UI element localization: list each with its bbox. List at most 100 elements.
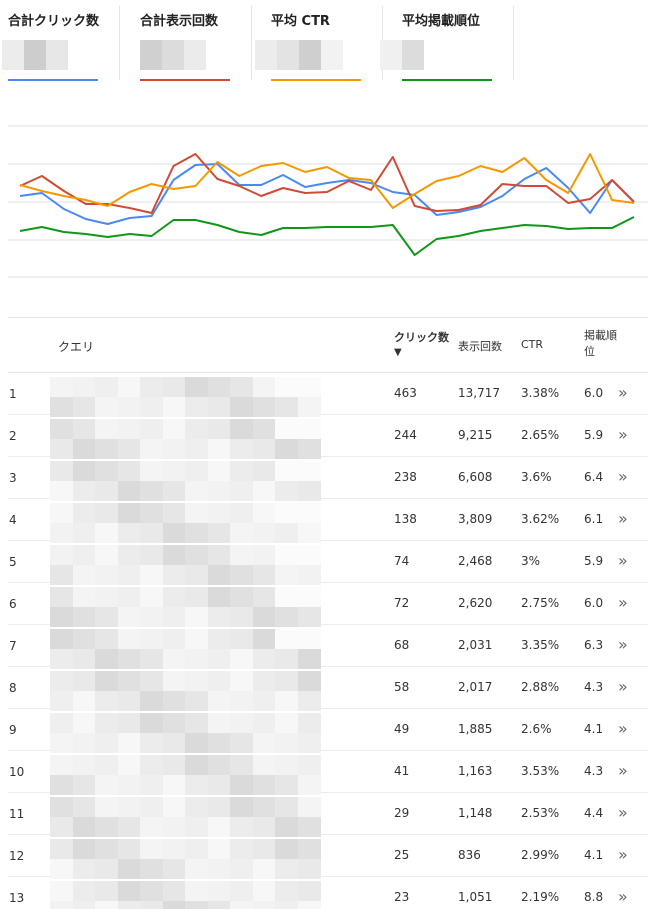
row-clicks: 58 bbox=[394, 680, 410, 694]
metric-card-ctr[interactable]: 平均 CTR bbox=[255, 6, 383, 84]
column-header-clicks[interactable]: クリック数 ▼ bbox=[394, 330, 454, 360]
metric-card-clicks[interactable]: 合計クリック数 bbox=[0, 6, 120, 84]
metric-line-clicks bbox=[8, 79, 98, 81]
row-position: 6.4 bbox=[584, 470, 604, 484]
row-query-redacted bbox=[50, 839, 321, 879]
table-row[interactable]: 13 23 1,051 2.19% 8.8 ›› bbox=[8, 877, 648, 909]
metric-card-position[interactable]: 平均掲載順位 bbox=[380, 6, 514, 84]
row-open-icon[interactable]: ›› bbox=[618, 719, 628, 738]
row-impressions: 1,051 bbox=[458, 890, 493, 904]
row-ctr: 2.19% bbox=[521, 890, 560, 904]
row-position: 4.1 bbox=[584, 848, 604, 862]
row-open-icon[interactable]: ›› bbox=[618, 551, 628, 570]
row-open-icon[interactable]: ›› bbox=[618, 677, 628, 696]
row-query-redacted bbox=[50, 545, 321, 585]
row-position: 6.3 bbox=[584, 638, 604, 652]
chart-series-line-clicks bbox=[19, 163, 635, 225]
table-row[interactable]: 12 25 836 2.99% 4.1 ›› bbox=[8, 835, 648, 879]
row-index: 8 bbox=[9, 681, 17, 695]
chart-series-line-impressions bbox=[19, 153, 635, 214]
row-impressions: 836 bbox=[458, 848, 481, 862]
table-row[interactable]: 4 138 3,809 3.62% 6.1 ›› bbox=[8, 499, 648, 543]
row-ctr: 3.62% bbox=[521, 512, 560, 526]
row-index: 13 bbox=[9, 891, 25, 905]
row-ctr: 2.65% bbox=[521, 428, 560, 442]
table-row[interactable]: 8 58 2,017 2.88% 4.3 ›› bbox=[8, 667, 648, 711]
row-impressions: 13,717 bbox=[458, 386, 500, 400]
row-open-icon[interactable]: ›› bbox=[618, 383, 628, 402]
metric-card-impressions[interactable]: 合計表示回数 bbox=[132, 6, 252, 84]
row-position: 5.9 bbox=[584, 428, 604, 442]
row-clicks: 41 bbox=[394, 764, 410, 778]
row-index: 5 bbox=[9, 555, 17, 569]
row-ctr: 2.75% bbox=[521, 596, 560, 610]
row-index: 2 bbox=[9, 429, 17, 443]
row-position: 4.1 bbox=[584, 722, 604, 736]
column-header-position[interactable]: 掲載順位 bbox=[584, 329, 617, 358]
row-clicks: 23 bbox=[394, 890, 410, 904]
row-query-redacted bbox=[50, 461, 321, 501]
row-query-redacted bbox=[50, 419, 321, 459]
row-index: 11 bbox=[9, 807, 25, 821]
table-row[interactable]: 3 238 6,608 3.6% 6.4 ›› bbox=[8, 457, 648, 501]
row-ctr: 3.53% bbox=[521, 764, 560, 778]
metric-line-ctr bbox=[271, 79, 361, 81]
row-open-icon[interactable]: ›› bbox=[618, 845, 628, 864]
row-impressions: 1,885 bbox=[458, 722, 493, 736]
table-row[interactable]: 1 463 13,717 3.38% 6.0 ›› bbox=[8, 373, 648, 417]
row-ctr: 3.35% bbox=[521, 638, 560, 652]
row-query-redacted bbox=[50, 629, 321, 669]
row-open-icon[interactable]: ›› bbox=[618, 425, 628, 444]
row-open-icon[interactable]: ›› bbox=[618, 467, 628, 486]
table-row[interactable]: 5 74 2,468 3% 5.9 ›› bbox=[8, 541, 648, 585]
column-header-ctr[interactable]: CTR bbox=[521, 338, 544, 351]
row-position: 5.9 bbox=[584, 554, 604, 568]
row-impressions: 2,031 bbox=[458, 638, 493, 652]
row-clicks: 72 bbox=[394, 596, 410, 610]
table-row[interactable]: 11 29 1,148 2.53% 4.4 ›› bbox=[8, 793, 648, 837]
row-index: 4 bbox=[9, 513, 17, 527]
row-position: 8.8 bbox=[584, 890, 604, 904]
metric-label-impressions: 合計表示回数 bbox=[140, 14, 219, 29]
metric-value-impressions-redacted bbox=[140, 40, 210, 70]
column-header-impressions[interactable]: 表示回数 bbox=[458, 340, 502, 353]
table-row[interactable]: 10 41 1,163 3.53% 4.3 ›› bbox=[8, 751, 648, 795]
row-open-icon[interactable]: ›› bbox=[618, 887, 628, 906]
row-ctr: 2.99% bbox=[521, 848, 560, 862]
column-header-query[interactable]: クエリ bbox=[58, 340, 95, 354]
row-index: 3 bbox=[9, 471, 17, 485]
table-row[interactable]: 9 49 1,885 2.6% 4.1 ›› bbox=[8, 709, 648, 753]
row-clicks: 74 bbox=[394, 554, 410, 568]
row-ctr: 2.53% bbox=[521, 806, 560, 820]
table-body: 1 463 13,717 3.38% 6.0 ›› 2 244 9,215 2.65% 5.9 ›› 3… bbox=[8, 373, 648, 909]
sort-descending-icon: ▼ bbox=[394, 347, 402, 358]
row-ctr: 3% bbox=[521, 554, 541, 568]
metric-divider bbox=[251, 6, 252, 80]
chart-series-line-ctr bbox=[19, 153, 635, 209]
row-query-redacted bbox=[50, 587, 321, 627]
metric-value-ctr-redacted bbox=[255, 40, 345, 70]
row-ctr: 2.88% bbox=[521, 680, 560, 694]
row-impressions: 2,468 bbox=[458, 554, 493, 568]
chart-svg bbox=[8, 125, 648, 278]
row-open-icon[interactable]: ›› bbox=[618, 803, 628, 822]
metric-value-position-redacted bbox=[380, 40, 450, 70]
row-impressions: 9,215 bbox=[458, 428, 493, 442]
table-row[interactable]: 6 72 2,620 2.75% 6.0 ›› bbox=[8, 583, 648, 627]
table-header: クエリ クリック数 ▼ 表示回数 CTR 掲載順位 bbox=[8, 317, 648, 373]
row-open-icon[interactable]: ›› bbox=[618, 593, 628, 612]
row-query-redacted bbox=[50, 797, 321, 837]
row-query-redacted bbox=[50, 713, 321, 753]
row-position: 4.3 bbox=[584, 680, 604, 694]
metric-label-ctr: 平均 CTR bbox=[271, 14, 330, 29]
row-clicks: 68 bbox=[394, 638, 410, 652]
table-row[interactable]: 2 244 9,215 2.65% 5.9 ›› bbox=[8, 415, 648, 459]
row-open-icon[interactable]: ›› bbox=[618, 761, 628, 780]
row-open-icon[interactable]: ›› bbox=[618, 635, 628, 654]
row-position: 6.0 bbox=[584, 386, 604, 400]
row-clicks: 463 bbox=[394, 386, 417, 400]
row-ctr: 2.6% bbox=[521, 722, 552, 736]
row-open-icon[interactable]: ›› bbox=[618, 509, 628, 528]
metric-label-position: 平均掲載順位 bbox=[402, 14, 481, 29]
table-row[interactable]: 7 68 2,031 3.35% 6.3 ›› bbox=[8, 625, 648, 669]
